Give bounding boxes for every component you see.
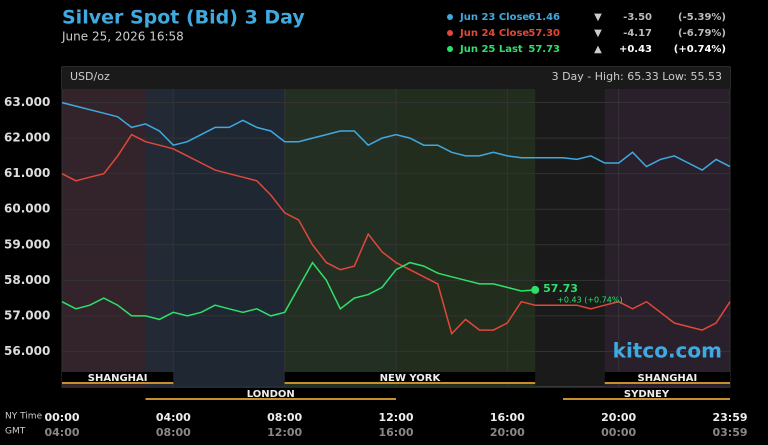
legend-arrow: ▼ xyxy=(594,28,602,39)
session-box xyxy=(604,372,730,383)
y-tick-label: 56.000 xyxy=(4,344,50,358)
x-gmt-label: 00:00 xyxy=(601,426,636,439)
session-label: SHANGHAI xyxy=(88,373,148,384)
legend-arrow: ▲ xyxy=(594,44,602,55)
last-point-change: +0.43 (+0.74%) xyxy=(557,295,622,304)
session-box xyxy=(563,388,730,399)
range-text: 3 Day - High: 65.33 Low: 55.53 xyxy=(552,70,722,83)
x-tick-label: 23:59 xyxy=(712,411,747,424)
session-box xyxy=(62,372,174,383)
legend-arrow: ▼ xyxy=(594,12,602,23)
session-label: SYDNEY xyxy=(624,389,670,400)
legend-name: Jun 23 Close xyxy=(459,12,529,23)
subtitle: June 25, 2026 16:58 xyxy=(61,30,184,44)
session-label: LONDON xyxy=(247,389,295,400)
session-label: NEW YORK xyxy=(380,373,442,384)
y-tick-label: 58.000 xyxy=(4,273,50,287)
y-tick-label: 63.000 xyxy=(4,95,50,109)
legend-change-pct: (-5.39%) xyxy=(678,12,726,23)
x-row-label: NY Time xyxy=(5,412,43,422)
legend-change-pct: (+0.74%) xyxy=(674,44,726,55)
series-line xyxy=(61,133,731,336)
session-shade xyxy=(284,67,536,387)
legend-change: -3.50 xyxy=(623,12,652,23)
chart-title: Silver Spot (Bid) 3 Day xyxy=(62,7,305,29)
legend-name: Jun 25 Last xyxy=(459,44,523,55)
last-point-label: 57.73 xyxy=(543,282,578,295)
y-tick-label: 61.000 xyxy=(4,166,50,180)
series-line xyxy=(61,261,536,321)
x-tick-label: 16:00 xyxy=(490,411,525,424)
x-tick-label: 20:00 xyxy=(601,411,636,424)
x-tick-label: 12:00 xyxy=(378,411,413,424)
y-tick-label: 57.000 xyxy=(4,308,50,322)
legend-marker xyxy=(447,46,453,52)
y-tick-label: 62.000 xyxy=(4,131,50,145)
last-point xyxy=(531,285,540,294)
y-tick-label: 60.000 xyxy=(4,202,50,216)
session-box xyxy=(284,372,536,383)
x-gmt-label: 08:00 xyxy=(156,426,191,439)
x-gmt-label: 16:00 xyxy=(378,426,413,439)
legend-name: Jun 24 Close xyxy=(459,28,529,39)
x-gmt-label: 20:00 xyxy=(490,426,525,439)
x-gmt-label: 12:00 xyxy=(267,426,302,439)
legend-change: -4.17 xyxy=(623,28,652,39)
y-tick-label: 59.000 xyxy=(4,237,50,251)
x-tick-label: 04:00 xyxy=(156,411,191,424)
legend-last: 57.30 xyxy=(528,28,560,39)
x-gmt-label: 04:00 xyxy=(44,426,79,439)
legend-last: 61.46 xyxy=(528,12,560,23)
legend-change: +0.43 xyxy=(619,44,652,55)
x-gmt-label: 03:59 xyxy=(712,426,747,439)
legend-change-pct: (-6.79%) xyxy=(678,28,726,39)
plot-header xyxy=(62,67,730,89)
x-row-label: GMT xyxy=(5,427,26,437)
session-label: SHANGHAI xyxy=(638,373,698,384)
watermark: kitco.com xyxy=(613,339,722,363)
session-box xyxy=(145,388,396,399)
y-unit: USD/oz xyxy=(70,70,110,83)
legend-marker xyxy=(447,30,453,36)
legend-last: 57.73 xyxy=(528,44,560,55)
session-shade xyxy=(604,67,730,387)
x-tick-label: 08:00 xyxy=(267,411,302,424)
legend-marker xyxy=(447,14,453,20)
x-tick-label: 00:00 xyxy=(44,411,79,424)
series-line xyxy=(61,101,731,171)
